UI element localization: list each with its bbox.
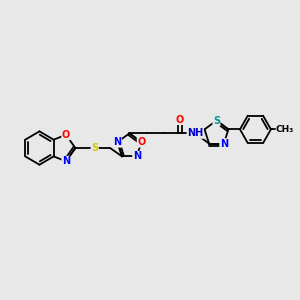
Text: N: N: [62, 156, 70, 166]
Text: S: S: [91, 143, 98, 153]
Text: O: O: [137, 137, 146, 147]
Text: CH₃: CH₃: [276, 125, 294, 134]
Text: N: N: [133, 152, 141, 161]
Text: S: S: [213, 116, 220, 126]
Text: O: O: [62, 130, 70, 140]
Text: NH: NH: [187, 128, 203, 138]
Text: O: O: [176, 115, 184, 124]
Text: N: N: [113, 137, 122, 147]
Text: N: N: [220, 139, 228, 148]
